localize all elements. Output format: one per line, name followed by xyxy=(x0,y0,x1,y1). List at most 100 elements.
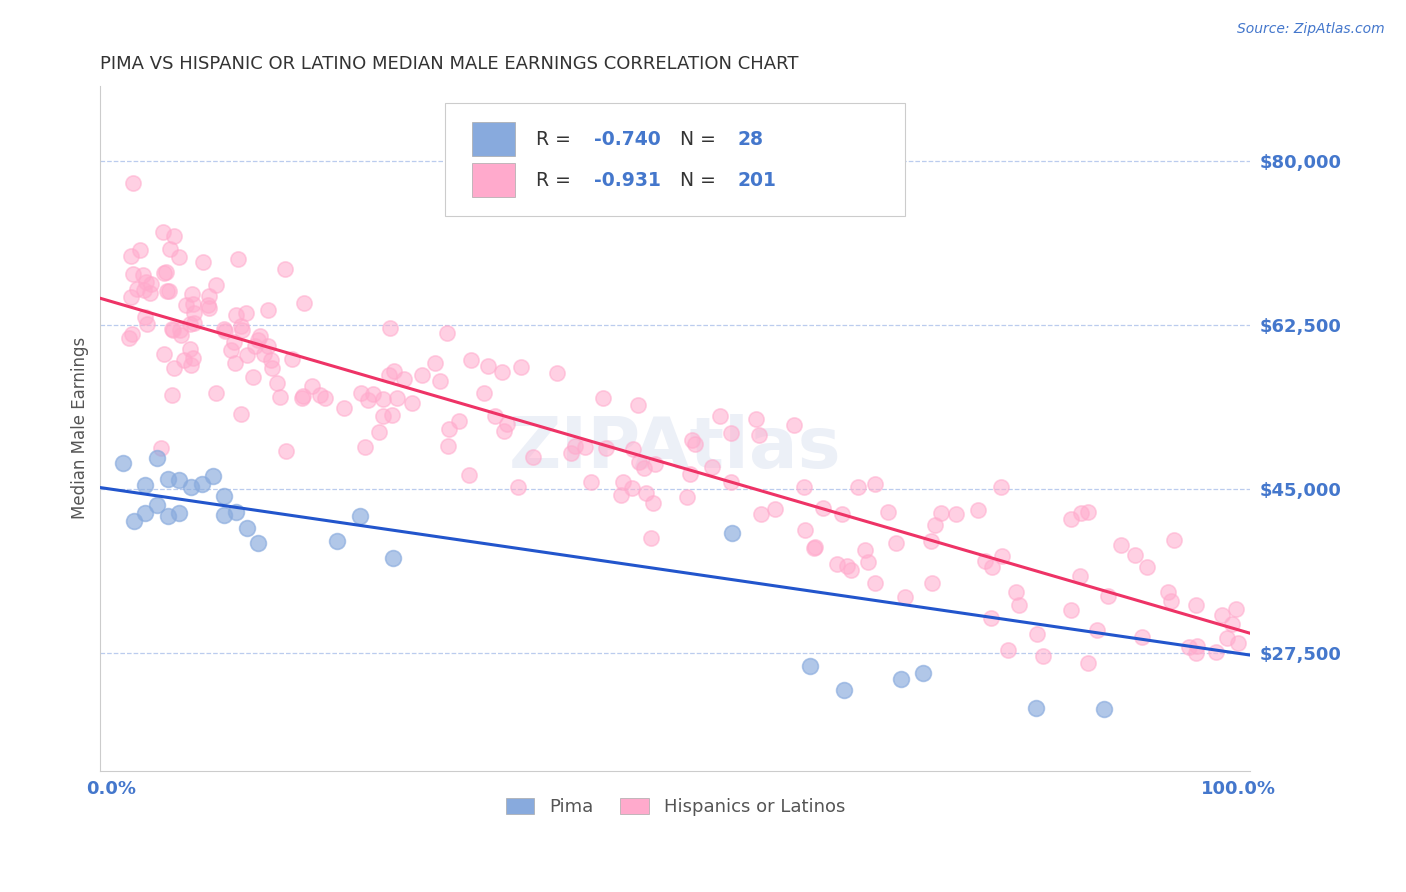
Point xyxy=(145,451,167,466)
Point xyxy=(853,543,876,558)
Point xyxy=(492,424,515,438)
Point xyxy=(1187,639,1209,653)
Point xyxy=(595,441,617,455)
Point xyxy=(224,356,246,370)
Point xyxy=(621,481,644,495)
Point xyxy=(997,642,1019,657)
Point xyxy=(748,427,770,442)
Point xyxy=(799,659,821,673)
Point xyxy=(967,503,990,517)
Point xyxy=(236,348,259,362)
Point xyxy=(363,386,385,401)
Text: N =: N = xyxy=(668,129,723,149)
Point xyxy=(205,277,228,292)
Point xyxy=(990,480,1012,494)
Point xyxy=(214,324,236,338)
Point xyxy=(683,437,706,451)
Point xyxy=(269,390,291,404)
Point xyxy=(128,244,150,258)
Point xyxy=(825,558,848,572)
Point xyxy=(225,308,247,322)
Point xyxy=(160,388,183,402)
Point xyxy=(564,439,586,453)
Point xyxy=(1220,616,1243,631)
Point xyxy=(224,335,246,350)
Point xyxy=(153,347,176,361)
Point xyxy=(592,392,614,406)
Point xyxy=(291,392,314,406)
Point xyxy=(744,411,766,425)
Point xyxy=(803,541,825,555)
Point xyxy=(274,262,297,277)
Point xyxy=(1092,702,1115,716)
Point xyxy=(326,533,349,548)
Point xyxy=(628,455,651,469)
Point xyxy=(243,339,266,353)
Point xyxy=(181,297,204,311)
Point xyxy=(425,356,447,370)
Point xyxy=(262,361,284,376)
Point xyxy=(163,229,186,244)
Text: ZIPAtlas: ZIPAtlas xyxy=(509,414,842,483)
Point xyxy=(214,489,236,503)
Point xyxy=(560,446,582,460)
Point xyxy=(920,534,942,549)
Point xyxy=(180,480,202,494)
Point xyxy=(1163,533,1185,547)
Point xyxy=(134,283,156,297)
Point xyxy=(204,386,226,401)
Text: R =: R = xyxy=(536,129,576,149)
Point xyxy=(167,250,190,264)
Point xyxy=(679,467,702,481)
Point xyxy=(449,414,471,428)
Point xyxy=(214,508,236,522)
Point xyxy=(1216,631,1239,645)
Point xyxy=(179,317,201,331)
Point xyxy=(1026,627,1049,641)
Point xyxy=(612,475,634,490)
Point xyxy=(1032,649,1054,664)
Point xyxy=(460,353,482,368)
Point xyxy=(125,281,148,295)
Point xyxy=(242,369,264,384)
Point xyxy=(292,295,315,310)
Point xyxy=(266,376,288,391)
Point xyxy=(1226,636,1249,650)
Point xyxy=(371,409,394,424)
Point xyxy=(181,351,204,365)
Point xyxy=(202,468,225,483)
Point xyxy=(1136,559,1159,574)
Point xyxy=(257,303,280,318)
Point xyxy=(349,385,371,400)
Bar xyxy=(471,163,516,197)
Point xyxy=(401,396,423,410)
Point xyxy=(385,392,408,406)
Point xyxy=(633,460,655,475)
Point xyxy=(626,398,648,412)
Point xyxy=(180,287,202,301)
Point xyxy=(162,323,184,337)
Point xyxy=(111,456,134,470)
Point xyxy=(173,353,195,368)
Point xyxy=(437,422,460,436)
Point xyxy=(783,417,806,432)
Point xyxy=(198,289,221,303)
Point xyxy=(1184,647,1206,661)
Point xyxy=(1060,512,1083,526)
Point xyxy=(890,672,912,686)
Point xyxy=(477,359,499,373)
Point xyxy=(174,298,197,312)
Point xyxy=(231,323,253,337)
Point xyxy=(1077,656,1099,670)
Point xyxy=(681,433,703,447)
Point xyxy=(484,409,506,424)
Point xyxy=(392,372,415,386)
Point xyxy=(1070,506,1092,520)
Point xyxy=(1211,607,1233,622)
Point xyxy=(134,310,156,324)
Point xyxy=(921,576,943,591)
Point xyxy=(156,284,179,298)
Point xyxy=(929,506,952,520)
Point xyxy=(134,477,156,491)
Point xyxy=(793,480,815,494)
